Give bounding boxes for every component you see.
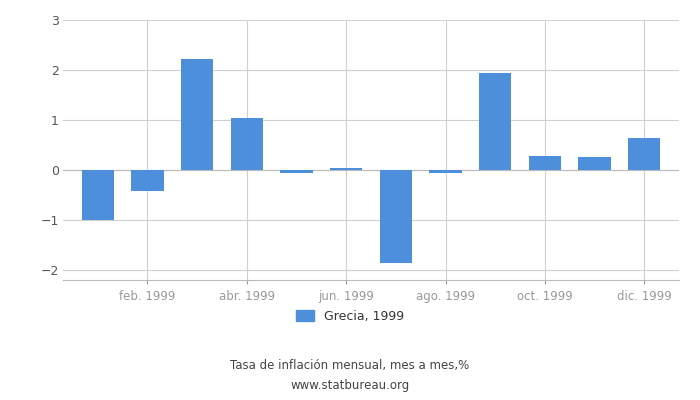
Bar bbox=[379, 170, 412, 262]
Text: www.statbureau.org: www.statbureau.org bbox=[290, 380, 410, 392]
Bar bbox=[628, 138, 660, 170]
Bar bbox=[231, 118, 263, 170]
Bar bbox=[280, 170, 313, 172]
Bar bbox=[578, 156, 610, 170]
Bar bbox=[330, 168, 363, 170]
Legend: Grecia, 1999: Grecia, 1999 bbox=[290, 305, 410, 328]
Bar bbox=[429, 170, 462, 172]
Bar bbox=[181, 59, 214, 170]
Text: Tasa de inflación mensual, mes a mes,%: Tasa de inflación mensual, mes a mes,% bbox=[230, 360, 470, 372]
Bar bbox=[479, 72, 511, 170]
Bar bbox=[528, 156, 561, 170]
Bar bbox=[132, 170, 164, 191]
Bar bbox=[82, 170, 114, 220]
